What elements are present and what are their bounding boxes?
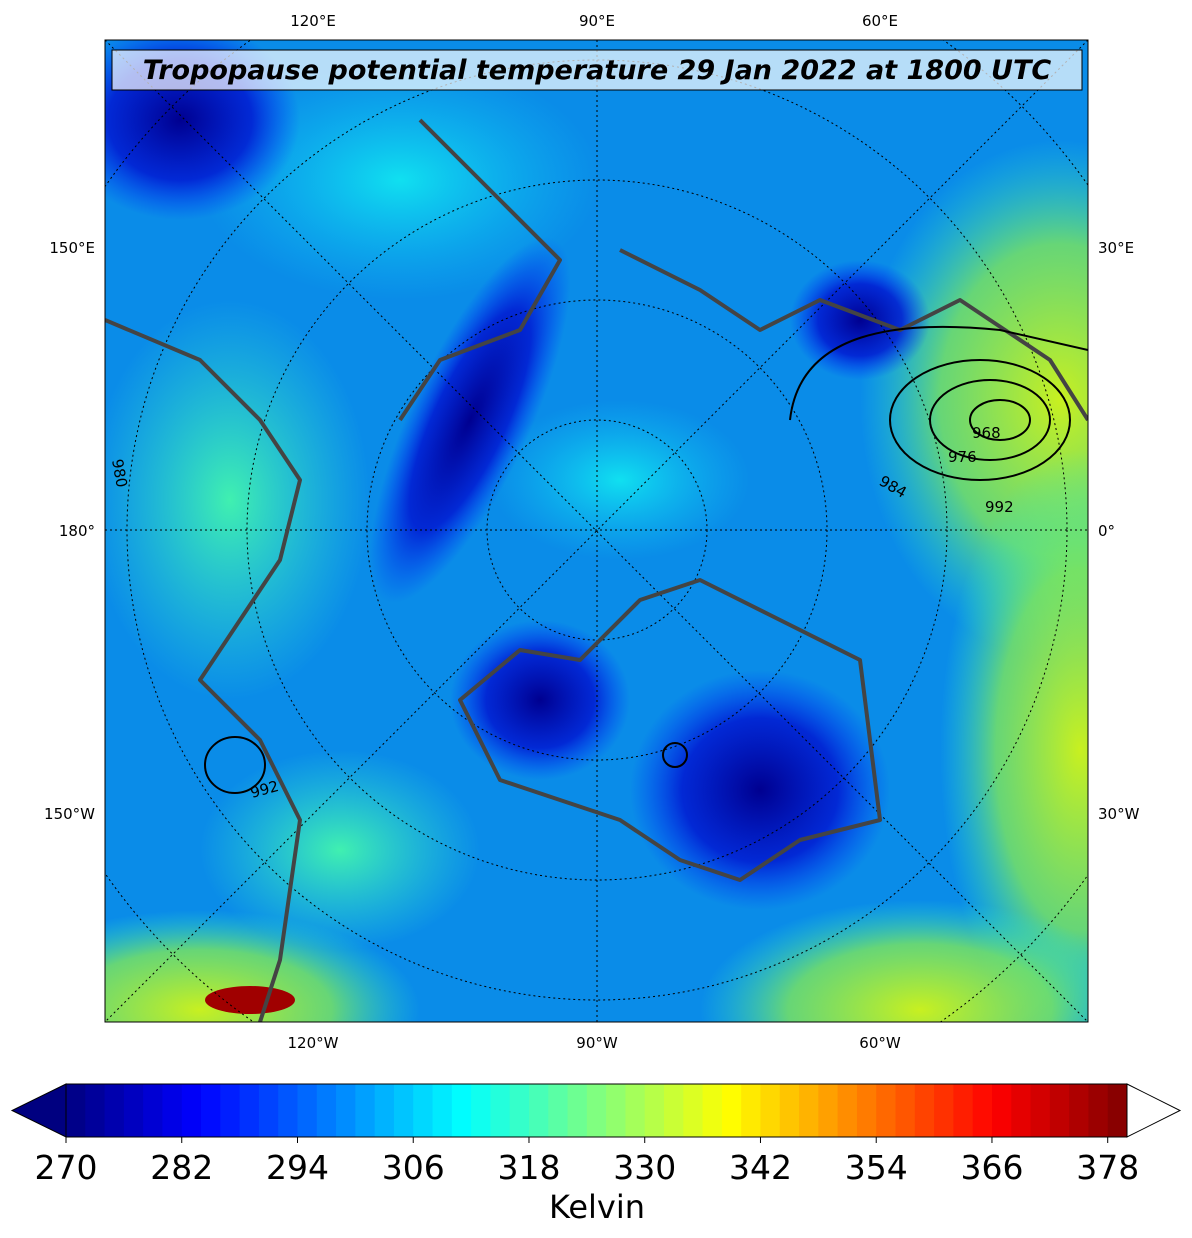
colorbar-extend-min (10, 1083, 67, 1138)
contour-label: 976 (948, 448, 977, 466)
lon-label: 150°W (44, 805, 95, 823)
colorbar-tick-label: 294 (266, 1148, 329, 1187)
map-field (105, 40, 1088, 1022)
lon-label: 30°W (1098, 805, 1140, 823)
lon-label: 90°W (576, 1034, 618, 1052)
title-box (111, 49, 1083, 91)
colorbar-tick-label: 366 (960, 1148, 1023, 1187)
lon-label: 60°E (862, 12, 898, 30)
colorbar-tick-label: 342 (729, 1148, 792, 1187)
colorbar: 270 282 294 306 318 330 342 354 366 378 (10, 1083, 1182, 1187)
colorbar-frame (65, 1083, 1128, 1138)
colorbar-tick-label: 330 (613, 1148, 676, 1187)
lon-label: 30°E (1098, 239, 1134, 257)
lon-label: 60°W (859, 1034, 901, 1052)
longitude-labels: 120°E 90°E 60°E 120°W 90°W 60°W 150°E 18… (44, 12, 1140, 1052)
colorbar-tick-label: 318 (497, 1148, 560, 1187)
colorbar-tick-label: 378 (1076, 1148, 1139, 1187)
colorbar-extend-max (1126, 1083, 1182, 1138)
lon-label: 120°E (290, 12, 336, 30)
colorbar-label: Kelvin (549, 1188, 645, 1226)
contour-label: 968 (972, 424, 1001, 442)
lon-label: 180° (59, 522, 95, 540)
map-title: Tropopause potential temperature 29 Jan … (143, 55, 1052, 86)
lon-label: 0° (1098, 522, 1115, 540)
contour-label: 992 (985, 498, 1014, 516)
lon-label: 90°E (579, 12, 615, 30)
map-frame (104, 39, 1089, 1023)
lon-label: 120°W (288, 1034, 339, 1052)
lon-label: 150°E (49, 239, 95, 257)
colorbar-tick-label: 354 (845, 1148, 908, 1187)
contour-label: 980 (108, 458, 131, 489)
colorbar-tick-label: 270 (35, 1148, 98, 1187)
colorbar-tick-label: 282 (150, 1148, 213, 1187)
colorbar-tick-label: 306 (382, 1148, 445, 1187)
